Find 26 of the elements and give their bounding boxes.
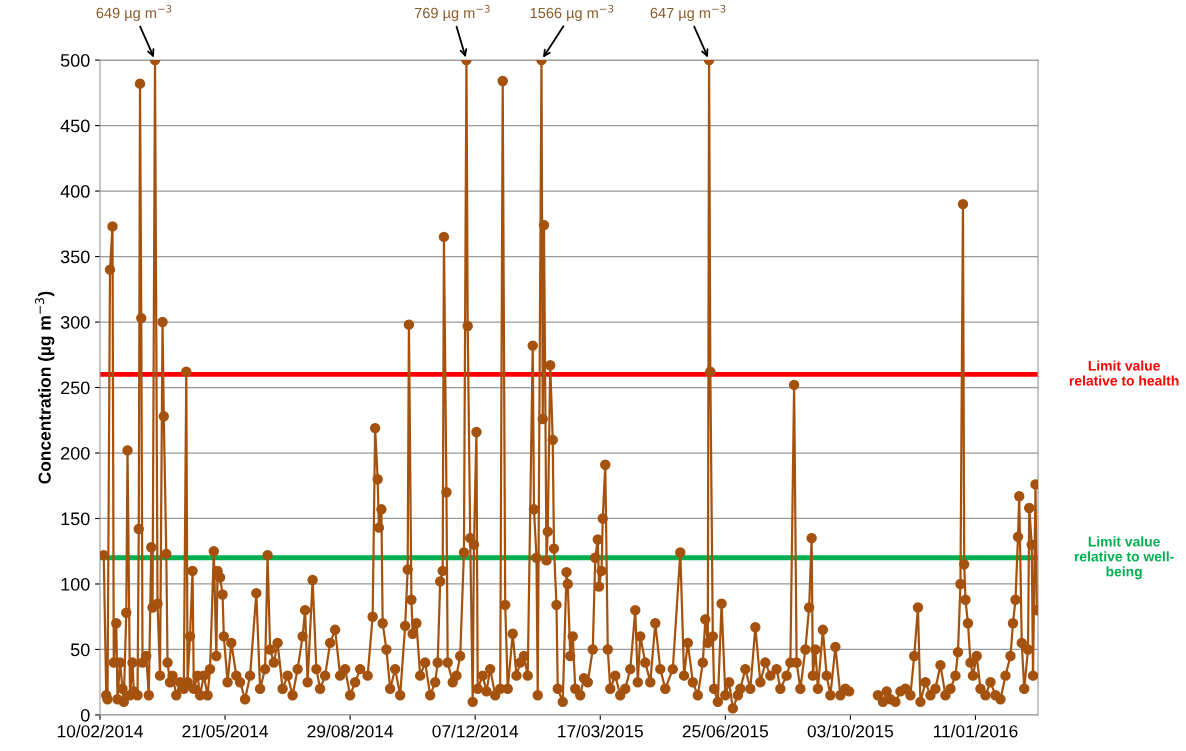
annotation: 647 µg m$^{−3}$ — [650, 4, 726, 22]
y-tick-label: 150 — [61, 512, 90, 526]
y-tick-label: 200 — [61, 446, 90, 460]
y-tick-label: 50 — [70, 643, 90, 657]
annotation: 769 µg m$^{−3}$ — [414, 4, 490, 22]
y-tick-label: 350 — [60, 250, 90, 264]
x-tick-label: 25/06/2015 — [682, 724, 769, 738]
y-tick-label: 100 — [61, 577, 90, 591]
x-tick-label: 07/12/2014 — [432, 724, 519, 738]
x-tick-label: 29/08/2014 — [307, 724, 394, 738]
y-tick-label: 0 — [80, 708, 90, 722]
ref-line-label: Limit value relative to well- being — [1074, 536, 1174, 580]
x-tick-label: 21/05/2014 — [182, 724, 269, 738]
x-tick-label: 10/02/2014 — [57, 724, 143, 738]
y-tick-label: 250 — [61, 381, 90, 395]
y-axis-title: Concentration (µg m$^{−3}$) — [34, 291, 55, 484]
y-tick-label: 450 — [60, 119, 90, 133]
x-tick-label: 11/01/2016 — [933, 724, 1018, 738]
x-tick-label: 17/03/2015 — [558, 724, 643, 738]
annotation: 1566 µg m$^{−3}$ — [530, 4, 614, 22]
ref-line-label: Limit value relative to health — [1069, 360, 1179, 386]
y-tick-label: 400 — [60, 184, 90, 198]
annotation: 649 µg m$^{−3}$ — [96, 4, 172, 22]
x-tick-label: 03/10/2015 — [807, 724, 894, 738]
y-tick-label: 300 — [60, 315, 90, 329]
y-tick-label: 500 — [60, 54, 90, 67]
